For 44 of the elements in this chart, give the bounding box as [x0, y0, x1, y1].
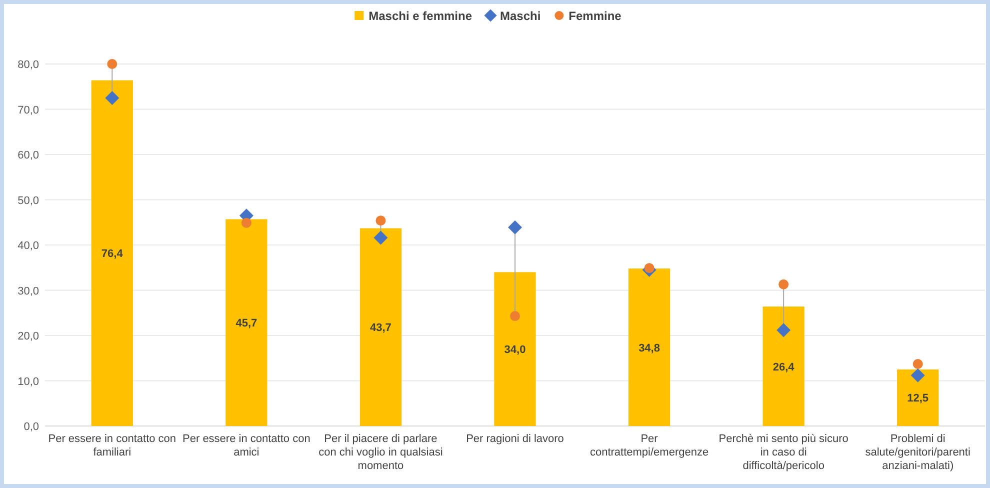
bar — [91, 80, 133, 426]
y-tick-label: 80,0 — [18, 59, 39, 71]
legend-label: Maschi — [500, 9, 541, 23]
point — [374, 230, 388, 245]
bar — [360, 228, 402, 426]
y-tick-label: 0,0 — [24, 421, 39, 433]
bar — [628, 268, 670, 426]
bar — [897, 369, 939, 426]
y-tick-label: 60,0 — [18, 150, 39, 162]
x-tick-label: Per essere in contatto con familiari — [48, 433, 176, 458]
y-tick-label: 50,0 — [18, 194, 39, 207]
x-tick-label: Per ragioni di lavoro — [466, 433, 564, 445]
point — [105, 90, 120, 105]
data-label: 34,8 — [638, 342, 660, 354]
x-tick-label: Perchè mi sento più sicuro in caso di difficoltà/pericolo — [718, 433, 848, 472]
legend-label: Maschi e femmine — [368, 9, 472, 23]
x-tick-label: Per essere in contatto con amici — [182, 433, 310, 458]
y-tick-label: 40,0 — [18, 240, 39, 252]
x-tick-label: Problemi di salute/genitori/parenti anziani-malati) — [865, 433, 970, 472]
x-tick-label: Per contrattempi/emergenze — [590, 433, 709, 458]
data-label: 45,7 — [236, 318, 258, 330]
point — [241, 218, 252, 228]
point — [776, 323, 791, 338]
point — [508, 220, 522, 234]
data-label: 26,4 — [772, 361, 796, 374]
point — [778, 279, 789, 290]
point — [376, 216, 386, 226]
y-tick-label: 10,0 — [18, 376, 39, 388]
data-label: 34,0 — [504, 344, 526, 356]
y-tick-label: 70,0 — [18, 104, 39, 116]
data-label: 76,4 — [101, 248, 124, 260]
y-tick-label: 20,0 — [18, 330, 39, 342]
bar — [762, 306, 804, 426]
data-label: 43,7 — [370, 322, 392, 334]
point — [107, 59, 118, 69]
bar — [494, 272, 536, 426]
point — [510, 311, 520, 322]
point — [912, 359, 923, 370]
y-tick-label: 30,0 — [18, 285, 39, 298]
point — [910, 368, 925, 382]
x-tick-label: Per il piacere di parlare con chi voglio in qualsiasi momento — [318, 433, 443, 472]
legend-label: Femmine — [568, 9, 622, 23]
data-label: 12,5 — [907, 392, 929, 405]
bar — [226, 219, 268, 426]
